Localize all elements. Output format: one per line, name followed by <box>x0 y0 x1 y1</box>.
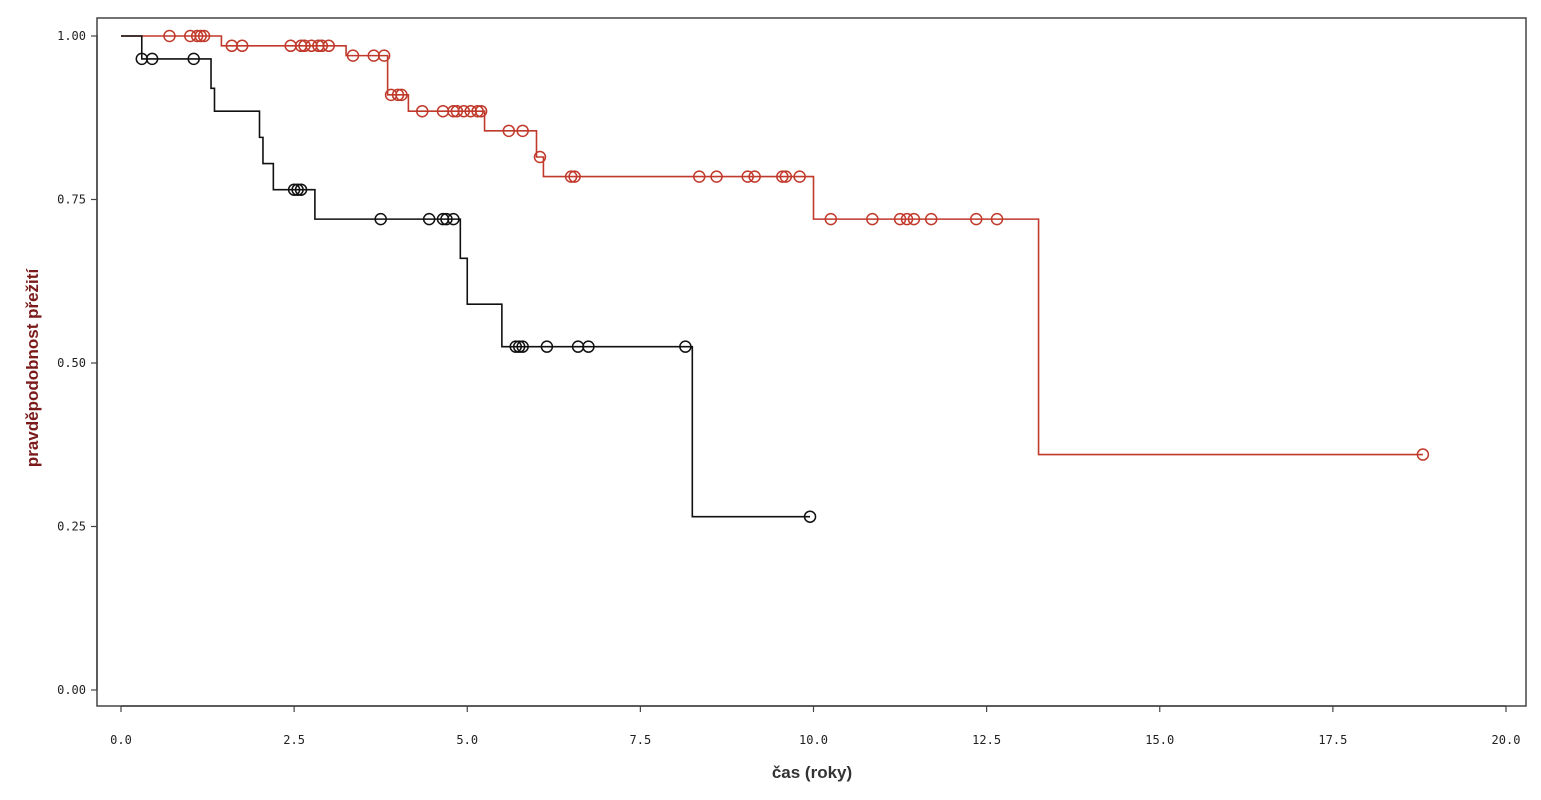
y-tick-label: 0.50 <box>57 356 86 370</box>
censor-marker <box>564 170 578 183</box>
censor-marker <box>533 150 547 164</box>
censor-marker <box>377 49 391 62</box>
censor-marker <box>779 170 793 183</box>
y-tick-label: 0.75 <box>57 193 86 207</box>
censor-marker <box>294 183 308 196</box>
censor-marker <box>415 104 429 118</box>
censor-marker <box>679 340 692 353</box>
censor-marker <box>346 49 360 62</box>
censor-marker <box>287 183 301 196</box>
censor-marker <box>776 170 789 183</box>
censor-marker <box>793 170 806 183</box>
censor-marker <box>471 104 484 118</box>
x-axis-label: čas (roky) <box>772 763 852 782</box>
x-tick-label: 17.5 <box>1318 733 1347 747</box>
x-tick-label: 7.5 <box>630 733 652 747</box>
censor-marker <box>422 212 436 226</box>
censor-marker <box>893 212 907 226</box>
censor-marker <box>391 88 405 102</box>
survival-curves <box>121 29 1430 523</box>
censor-marker <box>163 29 176 43</box>
censor-marker <box>457 104 471 118</box>
censor-marker <box>692 170 706 183</box>
censor-marker <box>190 29 204 43</box>
plot-frame <box>96 17 1527 707</box>
censor-marker <box>803 510 817 523</box>
censor-marker <box>447 212 460 226</box>
x-tick-label: 20.0 <box>1492 733 1521 747</box>
survival-step-line <box>121 35 811 518</box>
censor-marker <box>374 212 387 226</box>
censor-marker <box>710 170 723 183</box>
censor-marker <box>235 39 249 53</box>
x-tick-label: 15.0 <box>1145 733 1174 747</box>
censor-marker <box>315 39 329 53</box>
censor-marker <box>741 170 754 183</box>
censor-marker <box>900 212 914 226</box>
censor-marker <box>568 170 581 183</box>
x-tick-label: 0.0 <box>110 733 132 747</box>
censor-marker <box>194 29 207 43</box>
censor-marker <box>540 340 554 353</box>
censor-marker <box>298 39 311 53</box>
x-tick-label: 2.5 <box>283 733 305 747</box>
censor-marker <box>748 170 761 183</box>
survival-series-1 <box>121 29 1430 461</box>
survival-step-line <box>121 35 1423 456</box>
censor-marker <box>512 340 526 353</box>
censor-marker <box>866 212 879 226</box>
censor-marker <box>474 104 488 118</box>
y-axis-label: pravděpodobnost přežití <box>23 268 42 468</box>
censor-marker <box>197 29 211 43</box>
censor-marker <box>509 340 522 353</box>
censor-marker <box>502 124 516 138</box>
censor-marker <box>907 212 921 226</box>
x-tick-label: 5.0 <box>456 733 478 747</box>
censor-marker <box>582 340 595 353</box>
censor-marker <box>516 124 529 138</box>
censor-marker <box>516 340 529 353</box>
y-tick-label: 0.00 <box>57 683 86 697</box>
censor-marker <box>1416 448 1430 461</box>
censor-marker <box>824 212 838 226</box>
censor-marker <box>969 212 983 226</box>
censor-marker <box>322 39 335 53</box>
x-tick-label: 12.5 <box>972 733 1001 747</box>
censor-marker <box>440 212 453 226</box>
censor-marker <box>291 183 304 196</box>
x-tick-label: 10.0 <box>799 733 828 747</box>
axis-ticks: 0.0 2.5 5.0 7.5 10.0 12.5 15.0 17.5 20.0 0.00 0.25… <box>57 29 1520 747</box>
survival-series-2 <box>121 35 817 523</box>
censor-marker <box>450 104 464 118</box>
y-tick-label: 1.00 <box>57 29 86 43</box>
censor-marker <box>187 52 200 66</box>
censor-marker <box>990 212 1004 226</box>
censor-marker <box>924 212 938 226</box>
censor-marker <box>145 52 159 66</box>
censor-marker <box>395 88 408 102</box>
y-tick-label: 0.25 <box>57 520 86 534</box>
